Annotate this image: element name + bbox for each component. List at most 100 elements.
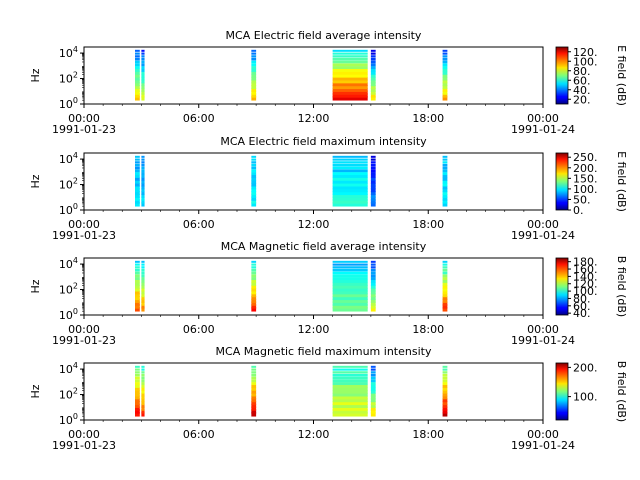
x-tick-label: 06:00: [183, 323, 215, 336]
spectrogram-cell: [135, 90, 140, 95]
spectrogram-cell: [141, 76, 145, 81]
spectrogram-cell: [141, 155, 145, 158]
spectrogram-cell: [370, 177, 376, 181]
spectrogram-cell: [135, 376, 140, 380]
spectrogram-cell: [141, 395, 145, 400]
spectrogram-cell: [135, 55, 140, 58]
spectrogram-cell: [332, 395, 368, 400]
spectrogram-cell: [370, 368, 376, 371]
spectrogram-cell: [332, 163, 368, 167]
colorbar-tick-label: 200.: [573, 361, 598, 374]
colorbar-label: E field (dB): [615, 45, 628, 106]
spectrogram-cell: [135, 384, 140, 388]
spectrogram-cell: [332, 49, 368, 52]
spectrogram-cell: [332, 282, 368, 286]
spectrogram-cell: [442, 71, 448, 75]
spectrogram-cell: [370, 71, 376, 75]
spectrogram-cell: [135, 268, 140, 272]
spectrogram-cell: [251, 57, 257, 61]
spectrogram-cell: [332, 85, 368, 90]
spectrogram-cell: [141, 285, 145, 289]
spectrogram-cell: [141, 279, 145, 283]
spectrogram-cell: [370, 55, 376, 58]
spectrogram-cell: [370, 271, 376, 275]
spectrogram-cell: [370, 304, 376, 309]
spectrogram-cell: [332, 373, 368, 377]
spectrogram-cell: [332, 63, 368, 67]
spectrogram-cell: [135, 379, 140, 383]
spectrogram-cell: [141, 158, 145, 161]
spectrogram-cell: [135, 166, 140, 170]
spectrogram-cell: [370, 290, 376, 295]
spectrogram-cell: [442, 87, 448, 92]
spectrogram-cell: [141, 49, 145, 52]
spectrogram-cell: [141, 172, 145, 176]
spectrogram-cell: [251, 271, 257, 275]
spectrogram-cell: [370, 285, 376, 289]
spectrogram-cell: [370, 60, 376, 64]
spectrogram-cell: [332, 60, 368, 64]
spectrogram-cell: [135, 95, 140, 101]
spectrogram-cell: [135, 74, 140, 78]
spectrogram-cell: [370, 199, 376, 204]
spectrogram-cell: [135, 263, 140, 266]
spectrogram-cell: [251, 90, 257, 95]
spectrogram-cell: [251, 174, 257, 178]
colorbar-tick-label: 0.: [573, 204, 584, 217]
spectrogram-cell: [332, 271, 368, 275]
spectrogram-cell: [442, 401, 448, 406]
spectrogram-cell: [135, 304, 140, 309]
spectrogram-cell: [370, 282, 376, 286]
spectrogram-cell: [251, 201, 257, 207]
spectrogram-cell: [135, 87, 140, 92]
spectrogram-cell: [251, 266, 257, 269]
x-start-date: 1991-01-23: [52, 439, 116, 452]
spectrogram-cell: [332, 71, 368, 75]
colorbar: 100. 200. B field (dB): [555, 361, 628, 422]
colorbar-tick-label: 120.: [573, 46, 598, 59]
spectrogram-cell: [442, 76, 448, 81]
spectrogram-cell: [370, 90, 376, 95]
spectrogram-cell: [135, 365, 140, 368]
spectrogram-cell: [135, 174, 140, 178]
spectrogram-cell: [442, 263, 448, 266]
spectrogram-cell: [251, 384, 257, 388]
colorbar-gradient: [555, 46, 569, 105]
spectrogram-cell: [442, 193, 448, 198]
spectrogram-interval-3: [251, 155, 257, 207]
spectrogram-cell: [332, 90, 368, 95]
x-tick-label: 18:00: [412, 323, 444, 336]
x-start-date: 1991-01-23: [52, 334, 116, 347]
colorbar-tick-label: 40.: [573, 84, 591, 97]
colorbar-tick-label: 160.: [573, 263, 598, 276]
spectrogram-cell: [141, 401, 145, 406]
spectrogram-interval-5: [370, 155, 376, 207]
spectrogram-cell: [135, 409, 140, 414]
spectrogram-cell: [251, 180, 257, 184]
spectrogram-interval-5: [370, 260, 376, 312]
spectrogram-cell: [442, 293, 448, 298]
spectrogram-cell: [251, 371, 257, 374]
spectrogram-cell: [251, 188, 257, 193]
spectrogram-cell: [251, 158, 257, 161]
spectrogram-cell: [332, 266, 368, 269]
spectrogram-cell: [370, 79, 376, 84]
spectrogram-cell: [370, 392, 376, 397]
spectrogram-cell: [442, 95, 448, 101]
colorbar-tick-label: 20.: [573, 93, 591, 106]
colorbar-tick-label: 60.: [573, 300, 591, 313]
spectrogram-cell: [370, 82, 376, 87]
panel-title: MCA Electric field average intensity: [226, 29, 422, 42]
x-tick-label: 18:00: [412, 112, 444, 125]
x-tick-label: 00:00: [68, 428, 100, 441]
spectrogram-cell: [141, 180, 145, 184]
spectrogram-cell: [251, 306, 257, 312]
spectrogram-cell: [135, 188, 140, 193]
spectrogram-cell: [251, 85, 257, 90]
spectrogram-cell: [251, 274, 257, 278]
panel-title: MCA Electric field maximum intensity: [220, 135, 427, 148]
colorbar-gradient: [555, 152, 569, 211]
spectrogram-cell: [332, 268, 368, 272]
spectrogram-cell: [442, 158, 448, 161]
spectrogram-interval-6: [442, 260, 448, 312]
